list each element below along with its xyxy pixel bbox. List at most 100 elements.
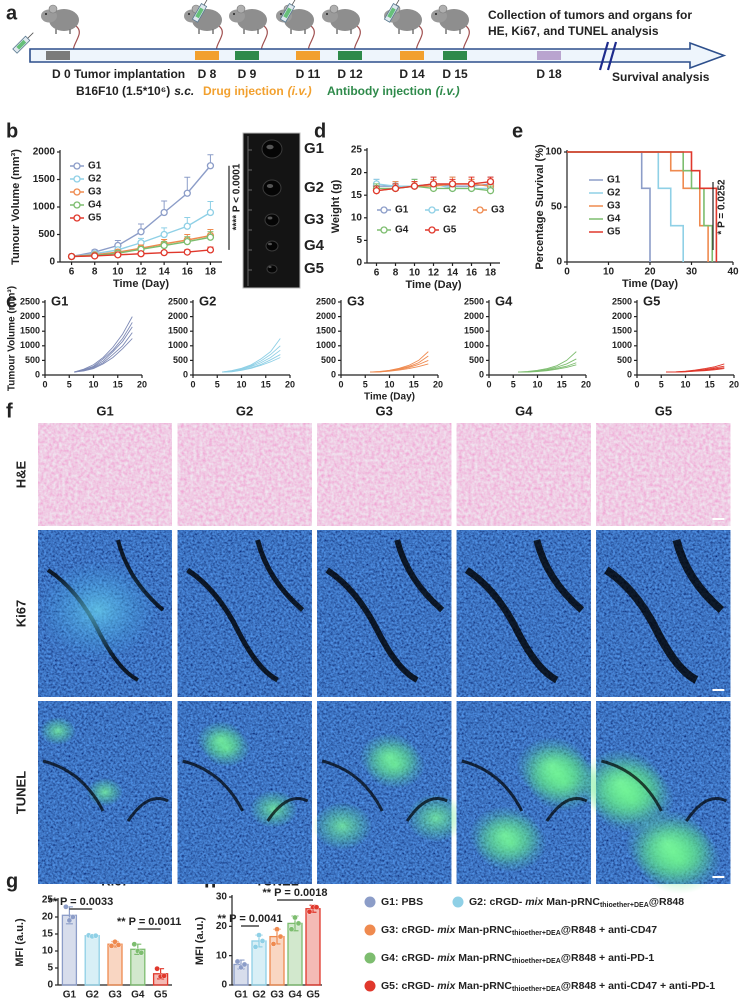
legend-tail: @R848 + anti-PD-1 — [561, 952, 655, 964]
legend-label: G1 — [88, 161, 102, 172]
x-tick-label: 18 — [205, 267, 217, 278]
y-tick-label: 500 — [25, 355, 40, 365]
micrograph-texture — [177, 423, 312, 526]
micrograph — [456, 701, 600, 884]
column-label: G3 — [376, 403, 393, 418]
legend-marker — [476, 206, 484, 214]
photo-label: G3 — [304, 211, 324, 228]
day-marker — [400, 51, 424, 60]
micrograph-texture — [317, 530, 452, 697]
tunel-signal — [249, 790, 298, 828]
legend-mix: mix — [437, 980, 456, 992]
x-tick-label: 0 — [338, 379, 343, 389]
y-tick-label: 15 — [351, 190, 363, 201]
y-tick-label: 0 — [556, 257, 562, 268]
x-tick-label: 15 — [557, 379, 567, 389]
tunel-signal — [196, 721, 245, 759]
x-tick-label: 5 — [511, 379, 516, 389]
y-tick-label: 2000 — [464, 311, 484, 321]
y-tick-label: 5 — [356, 235, 362, 246]
y-tick-label: 1500 — [316, 326, 336, 336]
y-tick-label: 25 — [351, 145, 363, 156]
x-tick-label: 10 — [88, 379, 98, 389]
data-point — [67, 252, 76, 261]
legend-mix: mix — [437, 924, 456, 936]
tunel-signal — [359, 733, 420, 781]
series-line — [73, 316, 133, 373]
day-label: D 8 — [198, 67, 217, 81]
legend-group: G2: — [469, 896, 487, 908]
tunel-signal — [515, 737, 588, 795]
y-tick-label: 0 — [331, 369, 336, 379]
panel-label: g — [6, 870, 18, 892]
tumor-highlight — [268, 266, 272, 268]
y-tick-label: 2500 — [316, 296, 336, 306]
mouse-ear — [236, 4, 246, 14]
data-point — [114, 251, 122, 259]
y-axis-title: MFI (a.u.) — [194, 917, 206, 966]
y-tick-label: 5 — [47, 963, 53, 974]
mouse-legs — [445, 29, 461, 34]
legend-tail: @R848 + anti-CD47 — [561, 924, 657, 936]
day-marker — [537, 51, 561, 60]
legend-base: Man-pRNC — [546, 896, 600, 908]
x-tick-label: 10 — [603, 267, 615, 278]
implant-label: D 0 Tumor implantation — [52, 67, 185, 81]
panel-label: d — [314, 120, 326, 142]
day-marker — [296, 51, 320, 60]
panel-label: b — [6, 120, 18, 142]
mouse-ear — [438, 4, 448, 14]
bar — [61, 914, 78, 986]
data-point — [206, 233, 215, 241]
data-point — [292, 914, 298, 921]
cells-text: B16F10 (1.5*10⁶) — [76, 84, 170, 98]
y-tick-label: 500 — [617, 355, 632, 365]
photo-label: G5 — [304, 260, 324, 277]
y-tick-label: 2000 — [316, 311, 336, 321]
survival-curve — [567, 151, 718, 262]
tumor-highlight — [266, 144, 274, 150]
data-point — [256, 932, 262, 938]
tumor-photo — [242, 132, 301, 289]
x-tick-label: G4 — [131, 990, 145, 1000]
collection-label: HE, Ki67, and TUNEL analysis — [488, 24, 659, 38]
data-point — [206, 162, 215, 170]
data-point — [160, 208, 168, 217]
mouse-icon — [229, 4, 268, 55]
micrograph — [317, 530, 452, 697]
legend-label: G2: cRGD-mix Man-pRNCthioether+DEA@R848 — [469, 896, 684, 909]
legend-group: G1: — [381, 896, 399, 908]
data-point — [372, 187, 381, 195]
x-tick-label: 0 — [190, 379, 195, 389]
legend-marker — [380, 206, 388, 214]
day-marker — [235, 51, 259, 60]
legend-label: G5 — [88, 213, 102, 224]
x-tick-label: 20 — [729, 379, 739, 389]
x-tick-label: 20 — [137, 379, 147, 389]
day-label: D 14 — [399, 67, 425, 81]
y-tick-label: 1500 — [20, 326, 40, 336]
syringe-liquid — [283, 7, 292, 19]
data-point — [66, 917, 73, 924]
y-tick-label: 15 — [42, 929, 54, 940]
bar — [305, 908, 321, 986]
syringe-needle — [395, 0, 401, 6]
panel-label: e — [512, 120, 523, 142]
y-tick-label: 25 — [42, 895, 54, 906]
x-tick-label: 18 — [485, 268, 497, 279]
micrograph — [456, 423, 591, 526]
legend-marker — [73, 162, 81, 170]
y-tick-label: 0 — [49, 257, 55, 268]
micrograph-texture — [456, 530, 591, 697]
legend-label: G1: PBS — [381, 896, 423, 908]
x-tick-label: 15 — [261, 379, 271, 389]
survival-label: Survival analysis — [612, 70, 710, 84]
y-axis-title: Weight (g) — [330, 179, 342, 233]
cells-label: B16F10 (1.5*10⁶) s.c. — [76, 84, 194, 98]
y-tick-label: 0 — [479, 369, 484, 379]
collection-label: Collection of tumors and organs for — [488, 8, 692, 22]
x-tick-label: 10 — [384, 379, 394, 389]
x-tick-label: 10 — [409, 268, 421, 279]
